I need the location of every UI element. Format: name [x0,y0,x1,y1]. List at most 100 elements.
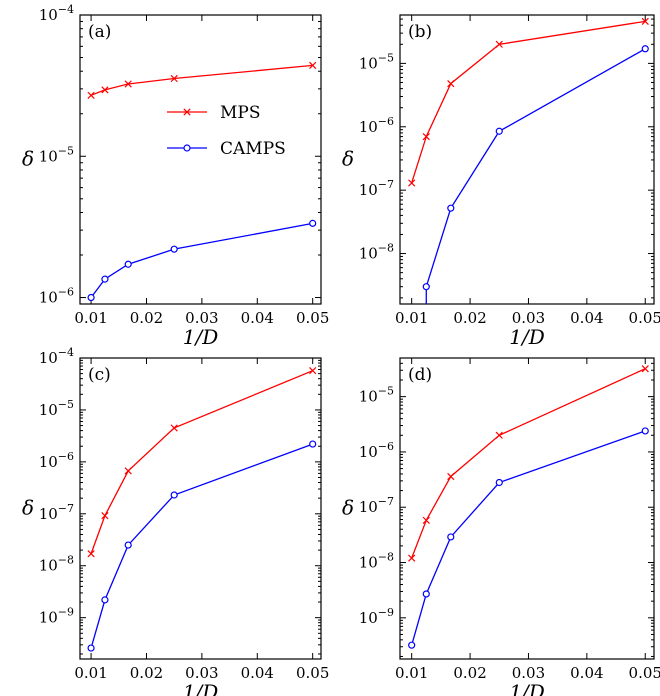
y-tick-label: 10−5 [39,398,74,419]
x-tick-label: 0.02 [453,309,486,327]
y-tick-label: 10−7 [359,178,394,199]
data-point [101,596,109,604]
data-point [447,472,455,481]
plot-frame [399,357,655,660]
series-camps [408,427,649,649]
x-tick-label: 0.03 [512,664,545,682]
panel-label: (b) [408,22,432,42]
chart-panel-3: 0.01 0.02 0.03 0.04 0.05 10−9 10−8 10−7 10−6 10−5… [22,346,329,696]
data-point [87,550,95,558]
plot-frame [399,14,655,305]
data-point [495,478,503,487]
series-line [411,20,646,184]
series-line [90,222,313,298]
data-point [309,61,317,69]
data-point [495,127,503,135]
data-point [447,79,455,88]
x-tick-label: 0.04 [241,309,274,327]
data-point [87,644,95,652]
data-point [309,440,317,448]
data-point [641,365,649,373]
data-point [422,516,430,524]
y-tick-label: 10−8 [359,242,394,263]
data-point [124,80,132,88]
data-point [495,40,503,48]
data-point [309,367,317,375]
x-tick-label: 0.03 [185,664,218,682]
plot-frame [79,357,322,660]
data-point [408,641,416,649]
y-axis-label: δ [22,147,34,171]
panel-label: (c) [88,365,111,385]
data-point [101,275,109,283]
y-tick-label: 10−5 [39,144,74,165]
x-tick-label: 0.04 [570,664,603,682]
series-camps [87,440,317,652]
x-tick-label: 0.01 [74,664,107,682]
data-point [447,533,455,541]
data-point [408,554,416,562]
y-tick-label: 10−9 [39,606,74,627]
x-tick-label: 0.05 [629,664,660,682]
legend-label: CAMPS [220,139,286,159]
x-axis-label: 1/D [183,325,219,349]
x-tick-label: 0.02 [453,664,486,682]
x-tick-label: 0.04 [241,664,274,682]
series-line [90,64,313,96]
data-point [422,132,430,141]
data-point [408,179,416,187]
y-tick-label: 10−6 [359,115,394,136]
data-point [495,431,503,439]
series-mps [408,365,649,562]
y-tick-label: 10−6 [39,450,74,471]
y-tick-label: 10−8 [39,554,74,575]
y-tick-label: 10−6 [39,286,74,307]
data-point [124,467,132,475]
series-mps [87,61,317,99]
series-line [90,370,313,554]
legend: MPS CAMPS [167,103,286,159]
data-point [309,219,317,227]
x-axis-label: 1/D [509,680,545,696]
y-axis-label: δ [22,496,34,520]
x-tick-label: 0.05 [296,664,329,682]
y-axis-label: δ [342,496,354,520]
series-mps [87,367,317,558]
y-tick-label: 10−6 [359,440,394,461]
y-tick-label: 10−7 [359,495,394,516]
chart-panel-4: 0.01 0.02 0.03 0.04 0.05 10−9 10−8 10−7 10−6 10−5… [342,357,660,696]
series-line [411,368,646,559]
plot-frame [79,14,322,305]
y-axis-label: δ [342,147,354,171]
x-tick-label: 0.04 [570,309,603,327]
data-point [170,424,178,432]
x-tick-label: 0.02 [130,309,163,327]
x-tick-label: 0.01 [74,309,107,327]
y-tick-label: 10−5 [359,51,394,72]
data-point [101,86,109,94]
data-point [124,260,132,268]
y-tick-label: 10−7 [39,502,74,523]
data-point [641,45,649,53]
x-tick-label: 0.05 [629,309,660,327]
series-line [425,48,646,287]
y-tick-label: 10−4 [39,346,74,367]
y-tick-label: 10−5 [359,385,394,406]
chart-panel-1: 0.01 0.02 0.03 0.04 0.05 10−6 10−5 10−4 1/D δ (a) M… [22,3,329,349]
x-tick-label: 0.03 [512,309,545,327]
x-tick-label: 0.03 [185,309,218,327]
x-tick-label: 0.02 [130,664,163,682]
data-point [447,204,455,212]
data-point [641,17,649,26]
series-camps [422,45,649,304]
panel-label: (a) [88,22,111,42]
data-point [101,512,109,520]
y-tick-label: 10−4 [39,3,74,24]
series-camps [87,219,317,302]
data-point [170,491,178,499]
x-tick-label: 0.01 [395,309,428,327]
series-line [411,430,646,646]
data-point [170,245,178,253]
panel-label: (d) [408,365,432,385]
